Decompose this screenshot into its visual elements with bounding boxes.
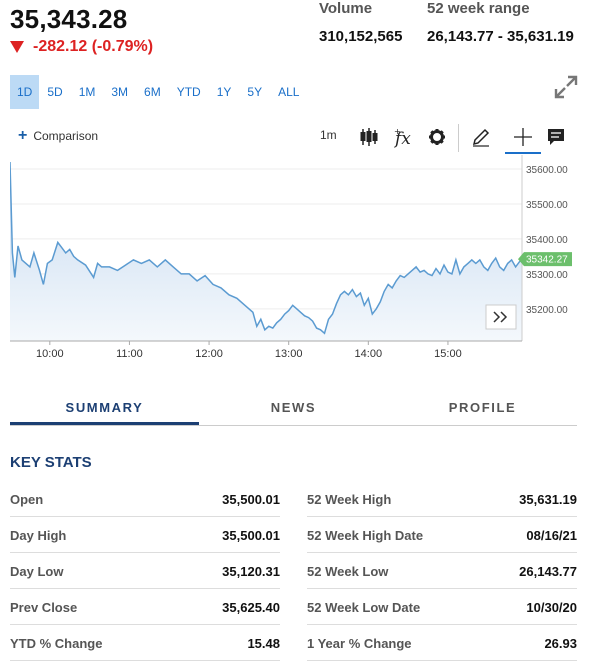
key-stat-value: 35,120.31 bbox=[222, 564, 280, 579]
key-stat-row: Day Low 35,120.31 bbox=[10, 553, 280, 589]
last-price-badge: 35342.27 bbox=[518, 252, 572, 267]
key-stat-row: 52 Week Low 26,143.77 bbox=[307, 553, 577, 589]
pencil-icon[interactable] bbox=[470, 126, 492, 148]
key-stat-value: 26.93 bbox=[544, 636, 577, 651]
volume-value: 310,152,565 bbox=[319, 28, 403, 45]
gear-icon[interactable] bbox=[426, 126, 448, 148]
scroll-right-button-box[interactable] bbox=[485, 304, 517, 330]
active-tab-indicator bbox=[10, 422, 199, 425]
key-stat-label: Prev Close bbox=[10, 600, 78, 615]
plus-icon: + bbox=[18, 127, 28, 144]
key-stat-value: 35,625.40 bbox=[222, 600, 280, 615]
key-stat-row: Open 35,500.01 bbox=[10, 481, 280, 517]
x-tick-label: 10:00 bbox=[36, 348, 64, 360]
key-stat-label: YTD % Change bbox=[10, 636, 103, 651]
range-1d[interactable]: 1D bbox=[10, 75, 40, 109]
price-chart[interactable]: 35600.00 35500.00 35400.00 35300.00 35200.00… bbox=[9, 155, 577, 367]
key-stat-label: 52 Week High Date bbox=[307, 528, 424, 543]
scroll-right-button[interactable] bbox=[485, 304, 517, 330]
range-1y[interactable]: 1Y bbox=[216, 85, 232, 99]
comparison-label: Comparison bbox=[33, 129, 99, 143]
double-chevron-right-icon bbox=[493, 311, 508, 323]
chart-svg[interactable]: 35600.00 35500.00 35400.00 35300.00 35200.00… bbox=[9, 155, 577, 367]
index-price: 35,343.28 bbox=[10, 4, 128, 34]
key-stat-row: Prev Close 35,625.40 bbox=[10, 589, 280, 625]
key-stat-row: Day High 35,500.01 bbox=[10, 517, 280, 553]
annotation-icon[interactable] bbox=[546, 126, 568, 148]
key-stat-value: 10/30/20 bbox=[526, 600, 577, 615]
key-stat-value: 35,631.19 bbox=[519, 492, 577, 507]
last-price-label: 35342.27 bbox=[526, 255, 568, 266]
price-change: -282.12 (-0.79%) bbox=[10, 38, 153, 56]
key-stat-label: Day High bbox=[10, 528, 67, 543]
candlestick-icon[interactable] bbox=[358, 126, 380, 148]
y-tick-label: 35600.00 bbox=[526, 165, 568, 176]
range-selector: 1D 5D 1M 3M 6M YTD 1Y 5Y ALL bbox=[10, 75, 307, 109]
key-stat-label: 1 Year % Change bbox=[307, 636, 412, 651]
volume-label: Volume bbox=[319, 0, 373, 17]
key-stat-value: 35,500.01 bbox=[222, 528, 280, 543]
crosshair-active-indicator bbox=[505, 152, 541, 154]
x-tick-label: 14:00 bbox=[355, 348, 383, 360]
range-all[interactable]: ALL bbox=[278, 85, 300, 99]
x-tick-label: 15:00 bbox=[434, 348, 462, 360]
key-stat-label: 52 Week Low bbox=[307, 564, 389, 579]
key-stat-row: YTD % Change 15.48 bbox=[10, 625, 280, 661]
x-tick-label: 13:00 bbox=[275, 348, 303, 360]
expand-icon[interactable] bbox=[554, 75, 578, 99]
crosshair-icon[interactable] bbox=[512, 126, 534, 148]
key-stat-row: 52 Week Low Date 10/30/20 bbox=[307, 589, 577, 625]
y-tick-label: 35400.00 bbox=[526, 235, 568, 246]
interval-button[interactable]: 1m bbox=[320, 128, 337, 142]
price-area bbox=[10, 162, 522, 341]
price-line bbox=[9, 161, 523, 335]
quote-header: 35,343.28 bbox=[10, 4, 127, 35]
range-label: 52 week range bbox=[427, 0, 530, 17]
tab-bar: SUMMARY NEWS PROFILE bbox=[10, 394, 577, 426]
tab-profile[interactable]: PROFILE bbox=[448, 400, 517, 415]
y-axis-ticks: 35600.00 35500.00 35400.00 35300.00 35200.00 bbox=[526, 165, 568, 316]
range-5y[interactable]: 5Y bbox=[247, 85, 263, 99]
key-stat-value: 35,500.01 bbox=[222, 492, 280, 507]
key-stat-label: 52 Week Low Date bbox=[307, 600, 421, 615]
range-5d[interactable]: 5D bbox=[47, 85, 63, 99]
chart-toolbar: + Comparison 1m fx + bbox=[10, 124, 577, 154]
range-1m[interactable]: 1M bbox=[78, 85, 96, 99]
down-arrow-icon bbox=[10, 41, 24, 53]
y-tick-label: 35500.00 bbox=[526, 200, 568, 211]
tab-summary[interactable]: SUMMARY bbox=[65, 400, 144, 415]
svg-text:fx: fx bbox=[393, 129, 411, 148]
key-stat-row: 52 Week High Date 08/16/21 bbox=[307, 517, 577, 553]
key-stat-label: Day Low bbox=[10, 564, 64, 579]
key-stat-row: 1 Year % Change 26.93 bbox=[307, 625, 577, 661]
toolbar-divider bbox=[458, 124, 459, 152]
key-stat-label: Open bbox=[10, 492, 44, 507]
svg-text:+: + bbox=[394, 127, 401, 136]
key-stat-label: 52 Week High bbox=[307, 492, 392, 507]
y-tick-label: 35200.00 bbox=[526, 305, 568, 316]
range-value: 26,143.77 - 35,631.19 bbox=[427, 28, 574, 45]
key-stats-title: KEY STATS bbox=[10, 454, 92, 471]
key-stat-value: 15.48 bbox=[247, 636, 280, 651]
indicators-fx-icon[interactable]: fx + bbox=[392, 126, 414, 148]
tab-news[interactable]: NEWS bbox=[270, 400, 317, 415]
x-axis-ticks: 10:00 11:00 12:00 13:00 14:00 15:00 bbox=[36, 341, 462, 360]
range-ytd[interactable]: YTD bbox=[176, 85, 201, 99]
key-stat-value: 26,143.77 bbox=[519, 564, 577, 579]
price-change-value: -282.12 (-0.79%) bbox=[33, 38, 154, 55]
key-stat-row: 52 Week High 35,631.19 bbox=[307, 481, 577, 517]
last-price-badge-shape bbox=[518, 252, 572, 267]
range-3m[interactable]: 3M bbox=[111, 85, 129, 99]
x-tick-label: 11:00 bbox=[116, 348, 143, 360]
comparison-button[interactable]: + Comparison bbox=[18, 127, 99, 144]
x-tick-label: 12:00 bbox=[195, 348, 223, 360]
range-6m[interactable]: 6M bbox=[144, 85, 161, 99]
y-tick-label: 35300.00 bbox=[526, 270, 568, 281]
key-stat-value: 08/16/21 bbox=[526, 528, 577, 543]
